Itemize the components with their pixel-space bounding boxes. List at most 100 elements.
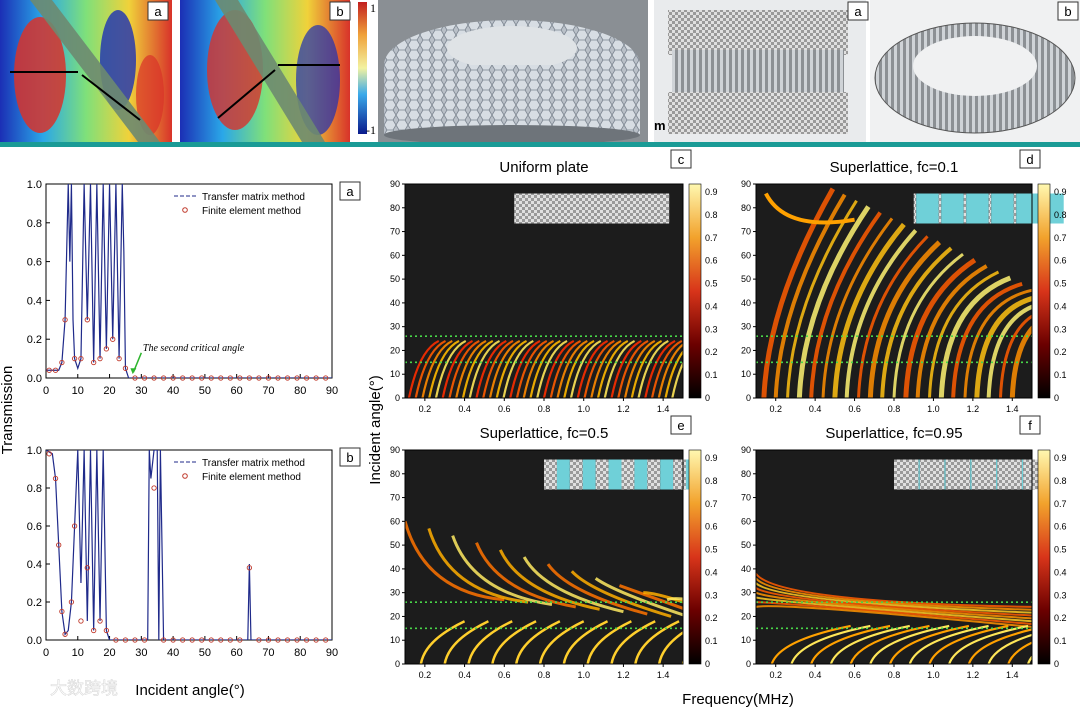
y-tick-label: 10 [741,635,751,645]
x-tick-label: 0.8 [538,670,551,680]
y-tick-label: 50 [390,540,400,550]
band-curve [1027,655,1032,664]
x-tick-label: 1.4 [657,670,670,680]
structure-inset-segment [894,459,919,490]
data-point-finite-element [179,637,186,643]
colorbar-tick-label: 0.6 [1054,256,1067,266]
x-tick-label: 1.4 [657,404,670,414]
data-point-finite-element [71,523,78,529]
band-curve [756,596,1032,623]
data-point-finite-element [284,375,291,381]
teal-divider [0,142,1080,147]
x-tick-label: 0.2 [419,404,432,414]
band-curve [610,620,656,664]
data-point-finite-element [71,355,78,362]
y-tick-label: 70 [390,493,400,503]
x-tick-label: 1.2 [967,404,980,414]
x-tick-label: 50 [199,385,211,397]
colorbar-max: 1 [370,1,376,15]
band-curve [986,304,1032,398]
band-curve [832,222,906,398]
watermark: 大数跨境 [8,678,118,699]
data-point-finite-element [237,637,243,643]
structure-inset-image [514,193,670,224]
band-curve [786,199,858,398]
band-curve [849,624,930,664]
structure-inset-segment [916,193,939,224]
legend-marker-icon [182,207,188,213]
band-curve [951,281,1023,398]
structure-inset-segment [971,459,997,490]
band-curve [467,620,513,664]
band-curve [821,217,894,398]
band-curve [546,563,648,616]
data-point-finite-element [284,637,291,643]
panel-tag-box [1019,415,1041,435]
data-point-finite-element [227,637,233,643]
data-point-finite-element [116,355,122,362]
x-tick-label: 1.0 [577,670,590,680]
panel-tag: a [854,4,862,19]
band-curve [623,339,656,398]
dispersion-bands [407,339,683,398]
data-point-finite-element [218,375,224,381]
band-curve [455,339,487,398]
panel-tag-box [329,1,351,21]
band-curve [764,192,855,225]
data-point-finite-element [265,375,272,381]
colorbar-tick-label: 0.7 [705,233,718,243]
band-curve [963,288,1032,398]
data-point-finite-element [62,631,68,637]
band-curve [643,591,683,604]
band-curve [563,339,595,398]
band-curve [756,591,1032,620]
data-point-finite-element [52,367,59,373]
data-point-finite-element [151,375,157,381]
band-curve [428,339,460,398]
data-point-finite-element [199,375,205,381]
data-point-finite-element [56,542,62,548]
band-curve [889,624,970,664]
colorbar-tick-label: 0.8 [1054,210,1067,220]
band-curve [869,624,950,664]
band-curve [756,573,1032,608]
band-curve [756,605,1032,628]
data-point-finite-element [189,375,195,381]
band-curve [657,343,683,398]
x-tick-label: 0 [43,385,49,397]
data-point-finite-element [113,637,119,643]
transmission-plot-b: 0 10 20 30 40 50 60 70 80 90 0.0 0.2 0.4 0.6 0.8 1.0 Tra… [27,445,361,659]
panel-tag-box [339,447,361,467]
colorbar-tick-label: 0.5 [1054,279,1067,289]
y-tick-label: 0.2 [27,334,42,346]
data-point-finite-element [59,608,65,615]
y-tick-label: 1.0 [27,445,42,457]
x-tick-label: 70 [262,385,274,397]
band-curve [948,624,1029,664]
band-curve [903,258,977,398]
structure-inset-segment [556,459,570,490]
x-tick-label: 80 [294,647,306,659]
dispersion-bands [405,520,683,664]
data-point-finite-element [313,637,319,643]
x-tick-label: 0.4 [809,404,822,414]
colorbar-tick-label: 0.1 [705,370,718,380]
y-tick-label: 80 [741,203,751,213]
arrowhead-icon [130,368,137,375]
band-curve [405,520,505,602]
y-tick-label: 30 [741,588,751,598]
colorbar-tick-label: 0.1 [1054,636,1067,646]
structure-inset-segment [918,459,920,490]
band-curve [657,631,683,664]
structure-inset-segment [963,193,967,224]
x-tick-label: 1.0 [927,670,940,680]
x-tick-label: 50 [199,647,211,659]
structure-inset-segment [569,459,583,490]
data-point-finite-element [46,367,52,373]
data-point-finite-element [246,375,253,381]
x-tick-label: 80 [294,385,306,397]
y-tick-label: 30 [390,588,400,598]
y-tick-label: 0.6 [27,521,42,533]
y-tick-label: 90 [390,179,400,189]
colorbar-tick-label: 0 [1054,393,1059,403]
